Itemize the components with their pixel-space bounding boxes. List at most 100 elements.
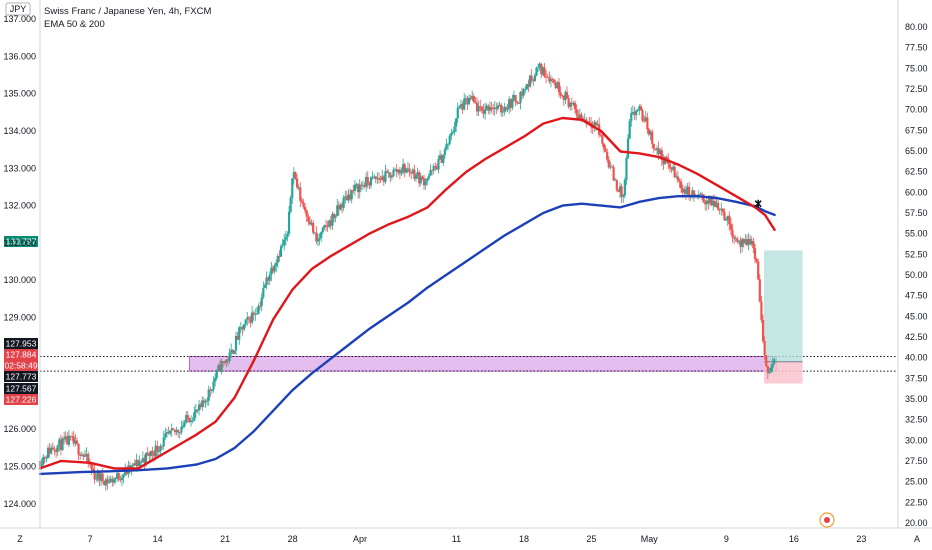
candle-body (585, 119, 588, 122)
candle-body (405, 168, 408, 173)
candle-body (275, 262, 278, 267)
candle-body (193, 412, 196, 421)
candle-body (710, 196, 713, 206)
price-axis-badge-label: 127.567 (6, 384, 37, 394)
candle-body (472, 95, 475, 102)
left-axis-tick: 125.000 (3, 461, 36, 471)
candle-body (165, 432, 169, 434)
candle-body (263, 284, 267, 288)
right-axis-tick: 67.50 (905, 125, 928, 135)
ema-50-line (38, 116, 776, 470)
candle-body (133, 463, 136, 466)
candle-body (374, 176, 377, 180)
candle-body (67, 435, 71, 445)
candle-body (111, 478, 114, 483)
candle-body (390, 176, 393, 178)
candle-body (610, 166, 614, 168)
candle-body (450, 132, 453, 136)
candle-body (315, 232, 318, 242)
candle-body (422, 178, 426, 186)
candle-body (427, 175, 430, 179)
candle-body (337, 205, 340, 210)
candle-body (271, 267, 275, 272)
candle-body (82, 454, 85, 457)
left-axis-tick: 131.000 (3, 238, 36, 248)
candle-body (651, 131, 654, 144)
candle-body (209, 389, 212, 391)
right-axis-tick: 77.50 (905, 43, 928, 53)
candle-body (508, 99, 511, 109)
candle-body (252, 312, 255, 315)
candle-body (210, 389, 214, 391)
price-axis-badge-label: 127.953 (6, 339, 37, 349)
candle-body (265, 277, 268, 285)
candle-body (361, 185, 365, 186)
candle-body (769, 367, 773, 372)
candle-body (169, 430, 172, 434)
candle-body (395, 169, 398, 173)
candle-body (760, 301, 763, 320)
candle-body (676, 176, 679, 181)
candle-body (750, 240, 753, 245)
candle-body (553, 79, 556, 83)
candle-body (549, 78, 553, 82)
candle-body (295, 178, 299, 188)
candle-body (352, 190, 355, 191)
candle-body (561, 95, 564, 97)
candle-body (254, 313, 257, 315)
candle-body (707, 200, 710, 204)
candle-body (641, 110, 644, 121)
candle-body (506, 108, 509, 110)
candle-body (201, 400, 204, 408)
indicator-label[interactable]: EMA 50 & 200 (44, 19, 105, 30)
candle-body (647, 129, 651, 135)
candle-body (154, 445, 157, 457)
symbol-title[interactable]: Swiss Franc / Japanese Yen, 4h, FXCM (44, 6, 212, 17)
candle-body (541, 67, 545, 75)
candle-body (281, 245, 284, 247)
candle-body (749, 238, 752, 245)
candle-body (376, 178, 379, 180)
candle-body (660, 150, 663, 160)
candle-body (512, 95, 516, 99)
candle-body (416, 172, 419, 176)
candle-body (63, 438, 66, 440)
candle-body (93, 471, 96, 480)
candle-body (504, 107, 508, 110)
candle-body (588, 121, 591, 123)
candle-body (185, 415, 188, 423)
candle-body (120, 477, 124, 480)
candle-body (71, 436, 74, 437)
candle-body (260, 297, 263, 307)
candle-body (540, 63, 543, 75)
candle-body (424, 181, 427, 186)
candle-body (556, 82, 559, 89)
candle-body (466, 98, 469, 105)
candle-body (197, 404, 201, 411)
candle-body (149, 451, 152, 456)
candle-body (225, 359, 228, 363)
candle-body (347, 194, 350, 201)
candle-body (700, 193, 704, 195)
candle-body (747, 238, 750, 246)
candle-body (103, 480, 106, 486)
candle-body (246, 317, 249, 320)
candle-body (74, 440, 77, 444)
candle-body (91, 468, 95, 472)
right-axis-tick: 40.00 (905, 353, 928, 363)
right-axis-tick: 20.00 (905, 518, 928, 528)
candle-body (498, 104, 501, 106)
candle-body (509, 99, 512, 108)
x-axis-tick: 18 (519, 534, 529, 544)
right-axis-tick: 47.50 (905, 291, 928, 301)
candle-body (765, 355, 768, 367)
axis-corner-left: Z (17, 534, 23, 544)
candle-body (635, 110, 638, 116)
candle-body (116, 473, 119, 478)
candle-body (453, 126, 456, 133)
candle-body (283, 239, 286, 246)
candle-body (402, 164, 405, 172)
candle-body (578, 114, 581, 120)
